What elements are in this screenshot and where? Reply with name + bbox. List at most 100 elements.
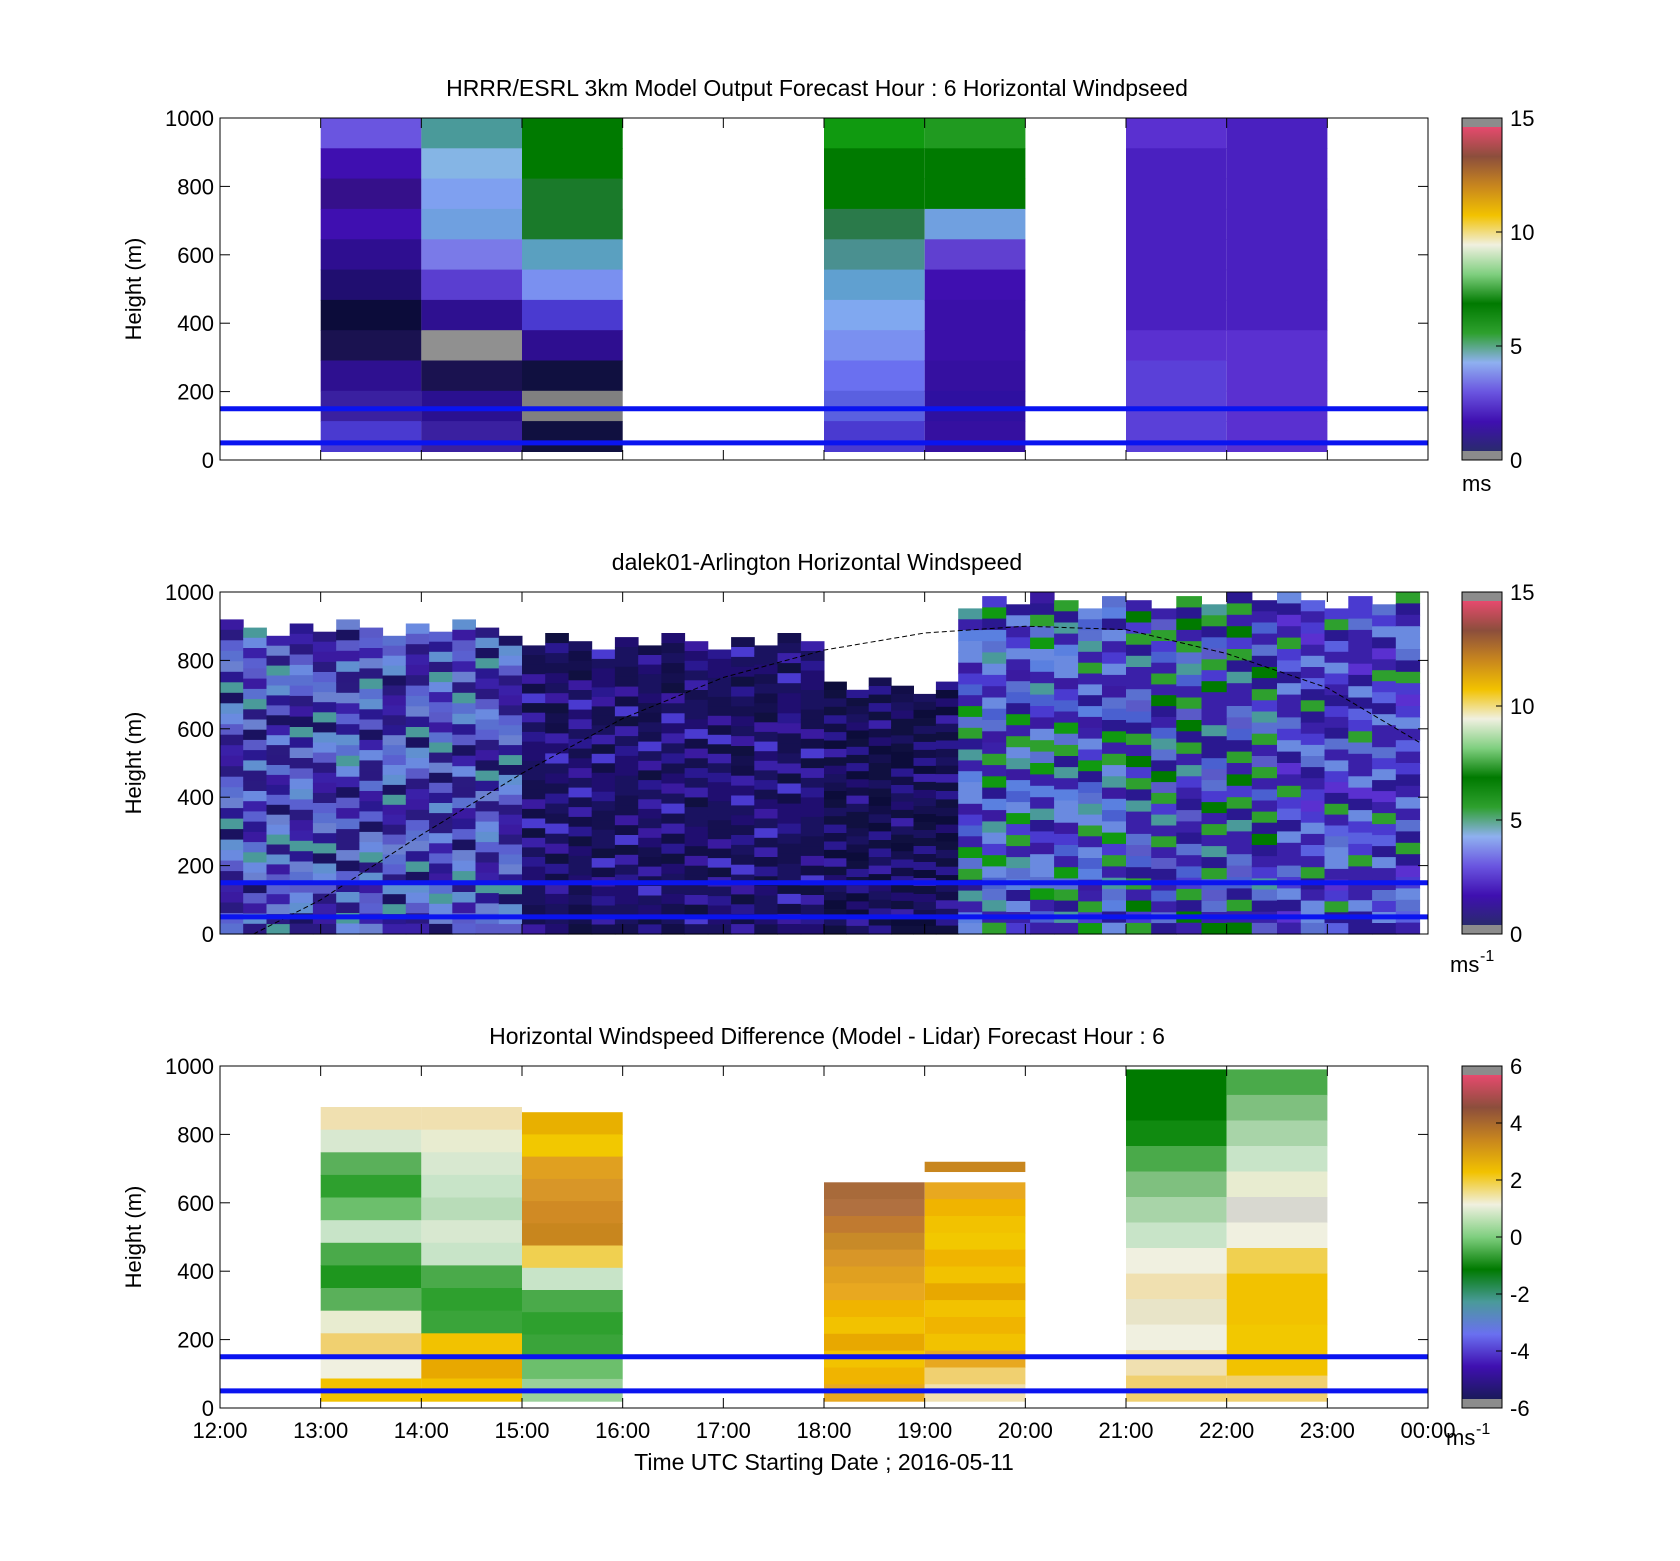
heatmap-cell	[382, 794, 407, 806]
heatmap-cell	[289, 820, 314, 832]
heatmap-cell	[846, 844, 870, 854]
heatmap-cell	[1054, 689, 1079, 701]
heatmap-cell	[312, 672, 337, 683]
heatmap-cell	[982, 855, 1007, 868]
heatmap-cell	[1324, 890, 1349, 903]
heatmap-cell	[684, 904, 709, 916]
heatmap-cell	[405, 799, 430, 811]
heatmap-cell	[982, 652, 1007, 665]
heatmap-cell	[1226, 592, 1253, 604]
heatmap-cell	[924, 1300, 1026, 1318]
heatmap-cell	[1054, 644, 1079, 657]
heatmap-cell	[220, 734, 244, 746]
heatmap-cell	[429, 702, 453, 713]
heatmap-cell	[1176, 810, 1202, 822]
colorbar-tick-label: 0	[1510, 448, 1522, 473]
heatmap-cell	[935, 807, 959, 817]
heatmap-cell	[312, 692, 337, 703]
heatmap-cell	[754, 914, 778, 925]
heatmap-cell	[498, 824, 523, 836]
heatmap-cell	[924, 1249, 1026, 1267]
heatmap-cell	[800, 914, 825, 925]
heatmap-cell	[312, 641, 337, 653]
heatmap-cell	[824, 698, 847, 708]
heatmap-cell	[452, 650, 476, 662]
heatmap-cell	[1176, 697, 1202, 710]
heatmap-cell	[614, 904, 639, 915]
heatmap-cell	[891, 776, 914, 786]
heatmap-cell	[591, 677, 616, 688]
heatmap-cell	[1054, 822, 1079, 835]
heatmap-cell	[522, 664, 546, 675]
heatmap-cell	[1395, 888, 1421, 901]
heatmap-cell	[1372, 791, 1397, 803]
heatmap-cell	[243, 729, 267, 741]
heatmap-cell	[777, 863, 802, 875]
heatmap-cell	[1102, 720, 1127, 732]
heatmap-cell	[935, 715, 959, 725]
heatmap-cell	[1102, 674, 1127, 687]
heatmap-cell	[1251, 733, 1278, 746]
heatmap-cell	[1348, 607, 1373, 620]
heatmap-cell	[1251, 922, 1278, 935]
heatmap-cell	[591, 839, 616, 850]
heatmap-cell	[1300, 722, 1326, 735]
heatmap-cell	[891, 785, 914, 794]
heatmap-cell	[891, 718, 914, 728]
heatmap-cell	[982, 922, 1007, 935]
heatmap-cell	[1201, 659, 1228, 671]
heatmap-cell	[1324, 641, 1349, 653]
heatmap-cell	[289, 799, 314, 811]
heatmap-cell	[243, 862, 267, 874]
heatmap-cell	[1395, 922, 1421, 935]
heatmap-cell	[661, 773, 686, 785]
heatmap-cell	[777, 753, 802, 764]
heatmap-cell	[382, 755, 407, 766]
heatmap-cell	[421, 269, 522, 301]
heatmap-cell	[1251, 833, 1278, 846]
heatmap-cell	[891, 685, 914, 695]
heatmap-cell	[661, 823, 686, 835]
heatmap-cell	[522, 722, 546, 733]
heatmap-cell	[935, 723, 959, 733]
heatmap-cell	[220, 923, 244, 935]
heatmap-cell	[868, 720, 892, 730]
heatmap-cell	[498, 814, 523, 826]
heatmap-cell	[591, 782, 616, 793]
heatmap-cell	[614, 884, 639, 895]
y-tick-label: 0	[202, 1396, 214, 1421]
heatmap-cell	[545, 873, 569, 885]
heatmap-cell	[475, 903, 500, 915]
heatmap-cell	[754, 857, 778, 868]
heatmap-cell	[1372, 923, 1397, 935]
heatmap-cell	[800, 797, 825, 808]
heatmap-cell	[568, 670, 593, 681]
heatmap-cell	[935, 891, 959, 901]
heatmap-cell	[475, 688, 500, 700]
heatmap-cell	[638, 789, 662, 800]
heatmap-cell	[1102, 888, 1127, 901]
heatmap-cell	[1126, 767, 1152, 779]
heatmap-cell	[1054, 800, 1079, 813]
heatmap-cell	[320, 1107, 422, 1131]
heatmap-cell	[1176, 720, 1202, 732]
heatmap-cell	[1030, 922, 1055, 935]
heatmap-cell	[707, 886, 732, 897]
heatmap-cell	[661, 653, 686, 664]
heatmap-cell	[982, 674, 1007, 687]
heatmap-cell	[924, 360, 1026, 392]
heatmap-cell	[913, 733, 937, 743]
heatmap-cell	[800, 924, 825, 935]
colorbar-unit-exponent: -1	[1476, 1421, 1490, 1438]
heatmap-cell	[1300, 811, 1326, 824]
y-tick-label: 800	[177, 648, 214, 673]
heatmap-cell	[1348, 832, 1373, 845]
heatmap-cell	[1006, 923, 1031, 935]
heatmap-cell	[1395, 854, 1421, 867]
heatmap-cell	[1151, 782, 1177, 794]
heatmap-cell	[1372, 824, 1397, 836]
heatmap-cell	[1078, 651, 1103, 664]
heatmap-cell	[568, 836, 593, 847]
heatmap-cell	[266, 804, 291, 816]
heatmap-cell	[359, 688, 384, 700]
